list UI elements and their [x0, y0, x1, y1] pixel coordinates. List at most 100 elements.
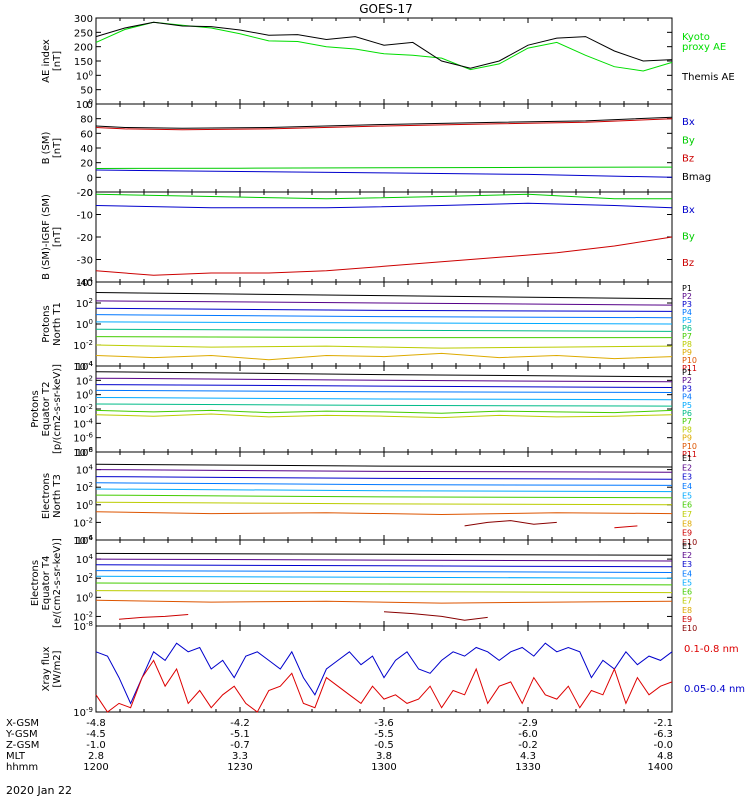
- y-axis-label: Electrons: [30, 560, 41, 606]
- legend-entry: P3: [682, 384, 692, 393]
- x-axis-value: 4.3: [520, 751, 536, 762]
- x-axis-value: -0.7: [230, 740, 250, 751]
- legend-entry: P5: [682, 401, 692, 410]
- legend-entry: E2: [682, 551, 692, 560]
- legend-entry: E4: [682, 569, 692, 578]
- x-axis-value: -5.5: [374, 729, 394, 740]
- series-line-e8: [95, 599, 673, 604]
- legend-entry: P10: [682, 356, 697, 365]
- series-line-by: [95, 193, 672, 200]
- legend-entry: Kyoto: [682, 32, 710, 43]
- series-line-p7: [95, 336, 672, 339]
- legend-entry: E8: [682, 606, 692, 615]
- series-line-e5: [95, 488, 673, 493]
- y-axis-label: [W/m2]: [52, 650, 63, 687]
- legend-entry: E6: [682, 588, 692, 597]
- legend-entry: E10: [682, 624, 697, 633]
- x-axis-row-label: X-GSM: [6, 718, 39, 729]
- series-line-e6: [95, 494, 673, 499]
- legend-entry: P8: [682, 340, 692, 349]
- series-line-p1: [95, 292, 673, 300]
- y-tick-label: 200: [74, 43, 93, 54]
- y-tick-label: 40: [80, 144, 93, 155]
- y-tick-label: -20: [77, 233, 93, 244]
- series-line-p7: [95, 409, 673, 414]
- legend-entry: By: [682, 135, 695, 146]
- y-tick-label: 50: [80, 86, 93, 97]
- legend-entry: P9: [682, 348, 692, 357]
- series-line-bx: [95, 169, 673, 178]
- legend-entry: P7: [682, 332, 692, 341]
- x-axis-row-label: Z-GSM: [6, 740, 39, 751]
- y-axis-label: Protons: [30, 390, 41, 427]
- x-axis-value: 1400: [648, 762, 673, 773]
- legend-entry: P4: [682, 308, 692, 317]
- x-axis-value: -0.0: [653, 740, 673, 751]
- y-tick-label: 300: [74, 14, 93, 25]
- series-line-by: [95, 166, 673, 169]
- legend-entry: P10: [682, 442, 697, 451]
- y-tick-label: -20: [77, 188, 93, 199]
- x-axis-value: -3.6: [374, 718, 394, 729]
- series-line-p8: [95, 344, 673, 349]
- x-axis-value: 3.3: [232, 751, 248, 762]
- y-axis-label: Xray flux: [41, 647, 52, 692]
- series-line-p4: [95, 314, 673, 319]
- legend-entry: P2: [682, 376, 692, 385]
- legend-entry: P7: [682, 417, 692, 426]
- y-tick-label: 150: [74, 57, 93, 68]
- y-axis-label: B (SM): [41, 131, 52, 164]
- x-axis-value: -2.9: [518, 718, 538, 729]
- series-line-e7: [95, 590, 673, 594]
- legend-entry: P2: [682, 292, 692, 301]
- legend-entry: P4: [682, 393, 692, 402]
- x-axis-value: -6.0: [518, 729, 538, 740]
- legend-entry: E4: [682, 482, 692, 491]
- legend-entry: P11: [682, 450, 697, 459]
- y-axis-label: B (SM)-IGRF (SM): [41, 194, 52, 280]
- series-line-p2: [95, 377, 673, 383]
- series-line-e7: [95, 501, 673, 506]
- series-line-p1: [95, 371, 673, 378]
- y-axis-label: Protons: [41, 305, 52, 342]
- x-axis-value: 1300: [371, 762, 396, 773]
- y-tick-label: -10: [77, 211, 93, 222]
- series-line-p2: [95, 300, 673, 306]
- legend-entry: Bz: [682, 258, 694, 269]
- x-axis-value: -0.5: [374, 740, 394, 751]
- series-line-p3: [95, 307, 673, 312]
- legend-entry: P3: [682, 300, 692, 309]
- x-axis-value: -2.1: [653, 718, 673, 729]
- series-line-e1: [95, 463, 673, 468]
- chart-title: GOES-17: [359, 2, 413, 16]
- legend-entry: E9: [682, 615, 692, 624]
- x-axis-table: X-GSM -4.8 -4.2 -3.6 -2.9 -2.1 Y-GSM -4.5 -5.1 -5…: [5, 718, 673, 773]
- y-axis-label: [nT]: [52, 51, 63, 71]
- legend-entry: E1: [682, 542, 692, 551]
- x-axis-value: -5.1: [230, 729, 250, 740]
- legend-entry: E8: [682, 519, 692, 528]
- series-line-e9: [464, 520, 557, 527]
- date-label: 2020 Jan 22: [6, 784, 72, 797]
- y-axis-label: [e/(cm2-s-sr-keV)]: [52, 538, 63, 628]
- series-line-p5: [95, 397, 673, 401]
- legend-entry: E3: [682, 473, 692, 482]
- x-axis-value: 1330: [515, 762, 540, 773]
- legend-entry: P8: [682, 425, 692, 434]
- legend-entry: 0.1-0.8 nm: [684, 644, 739, 655]
- x-axis-row-label: Y-GSM: [5, 729, 38, 740]
- legend-entry: Bx: [682, 205, 695, 216]
- series-line-0-05-0-4-nm: [95, 642, 673, 705]
- x-axis-row-label: hhmm: [6, 762, 38, 773]
- y-tick-label: 80: [80, 115, 93, 126]
- y-tick-label: 0: [87, 173, 93, 184]
- x-axis-value: -0.2: [518, 740, 538, 751]
- x-axis-value: -4.5: [86, 729, 106, 740]
- legend-entry: E1: [682, 454, 692, 463]
- y-tick-label: 60: [80, 129, 93, 140]
- series-line-e9: [118, 614, 189, 620]
- legend-entry: E7: [682, 597, 692, 606]
